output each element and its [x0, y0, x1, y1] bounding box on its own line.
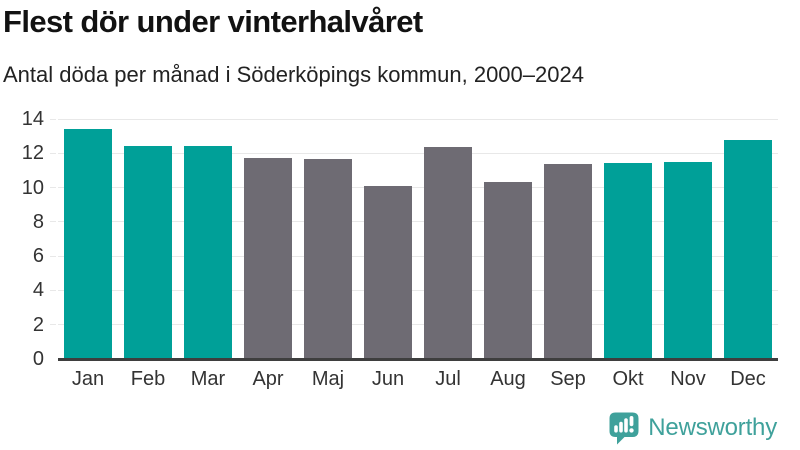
bar-maj: [304, 159, 352, 359]
y-tick-label-8: 8: [32, 210, 44, 233]
y-tickmark-6: [50, 255, 56, 257]
gridline-10: [58, 187, 778, 189]
plot-area: [50, 118, 778, 361]
y-tick-label-6: 6: [32, 245, 44, 268]
chart-title: Flest dör under vinterhalvåret: [3, 4, 423, 39]
bar-feb: [124, 146, 172, 359]
bar-mar: [184, 145, 232, 359]
gridline-6: [58, 255, 778, 257]
y-tickmark-14: [50, 118, 56, 120]
y-tick-label-14: 14: [21, 108, 44, 130]
gridline-4: [58, 289, 778, 291]
x-tick-label-sep: Sep: [550, 368, 586, 390]
y-tickmark-12: [50, 152, 56, 154]
x-tick-label-dec: Dec: [730, 368, 766, 390]
bar-aug: [484, 182, 532, 359]
bar-jun: [364, 185, 412, 359]
y-tick-label-2: 2: [32, 313, 44, 336]
y-tickmark-10: [50, 187, 56, 189]
bar-jul: [424, 147, 472, 359]
y-tickmark-2: [50, 324, 56, 326]
x-tick-label-nov: Nov: [670, 368, 706, 390]
newsworthy-logo-text: Newsworthy: [648, 414, 777, 441]
bar-apr: [244, 157, 292, 359]
x-tick-label-jan: Jan: [71, 368, 105, 390]
gridline-2: [58, 324, 778, 326]
gridline-12: [58, 152, 778, 154]
bar-dec: [724, 140, 772, 359]
x-tick-label-feb: Feb: [130, 368, 166, 390]
gridline-8: [58, 221, 778, 223]
bar-okt: [604, 162, 652, 359]
y-tick-label-10: 10: [21, 176, 44, 199]
chart-subtitle: Antal döda per månad i Söderköpings komm…: [3, 62, 584, 87]
y-tick-label-0: 0: [32, 348, 44, 370]
x-tick-label-maj: Maj: [311, 368, 345, 390]
bar-sep: [544, 164, 592, 359]
x-tick-label-jul: Jul: [435, 368, 461, 390]
bar-nov: [664, 161, 712, 359]
y-tickmark-4: [50, 289, 56, 291]
x-tick-label-aug: Aug: [490, 368, 526, 390]
gridline-14: [58, 118, 778, 120]
y-tickmark-8: [50, 221, 56, 223]
y-tick-label-4: 4: [32, 279, 44, 302]
newsworthy-logo[interactable]: Newsworthy: [608, 411, 777, 445]
x-axis-line: [58, 358, 778, 361]
newsworthy-logo-icon: [609, 412, 639, 445]
y-tick-label-12: 12: [21, 142, 44, 165]
x-tick-label-jun: Jun: [371, 368, 405, 390]
x-tick-label-mar: Mar: [190, 368, 226, 390]
x-tick-label-apr: Apr: [252, 368, 284, 390]
x-tick-label-okt: Okt: [612, 368, 644, 390]
bar-jan: [64, 129, 112, 359]
